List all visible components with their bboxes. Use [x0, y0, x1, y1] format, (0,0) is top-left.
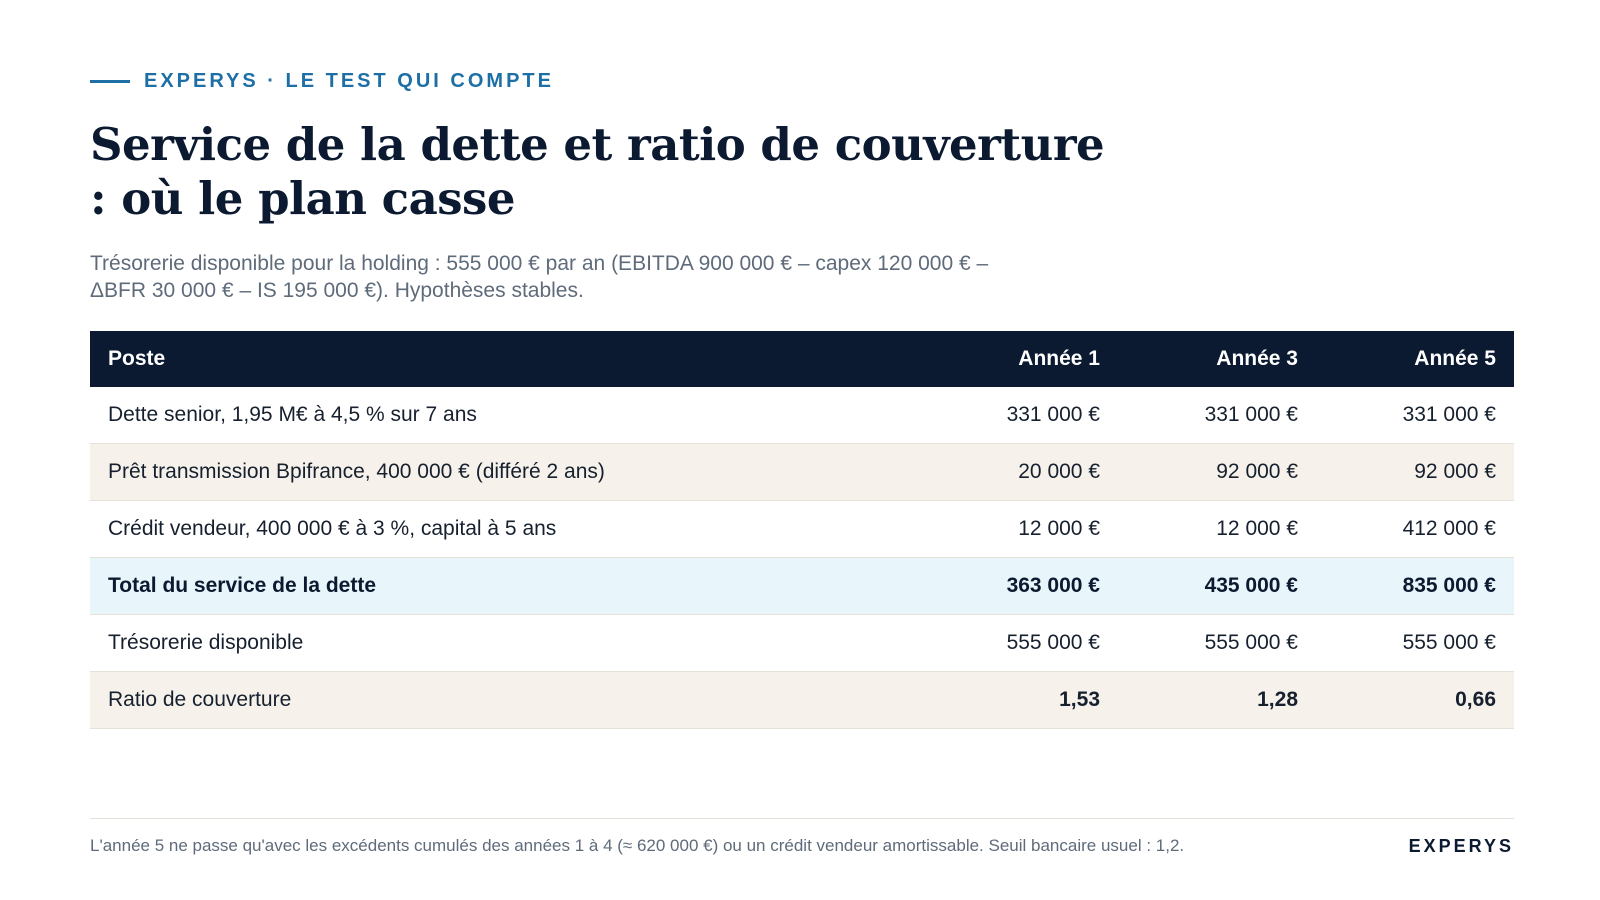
row-label: Dette senior, 1,95 M€ à 4,5 % sur 7 ans: [90, 387, 920, 444]
cell-annee-5: 555 000 €: [1316, 614, 1514, 672]
cell-annee-3: 331 000 €: [1118, 387, 1316, 444]
cell-annee-1: 363 000 €: [920, 557, 1118, 615]
eyebrow-rule: [90, 80, 130, 83]
eyebrow-text: EXPERYS · LE TEST QUI COMPTE: [144, 70, 554, 92]
cell-annee-1: 331 000 €: [920, 387, 1118, 444]
cell-annee-5: 412 000 €: [1316, 500, 1514, 558]
brand-logo: EXPERYS: [1408, 836, 1514, 856]
table-row-dette-senior: Dette senior, 1,95 M€ à 4,5 % sur 7 ans …: [90, 387, 1514, 444]
debt-service-table: Poste Année 1 Année 3 Année 5 Dette seni…: [90, 331, 1514, 729]
table-header-row: Poste Année 1 Année 3 Année 5: [90, 331, 1514, 387]
page-title: Service de la dette et ratio de couvertu…: [90, 118, 1105, 225]
page-subtitle: Trésorerie disponible pour la holding : …: [90, 252, 989, 302]
row-label: Prêt transmission Bpifrance, 400 000 € (…: [90, 443, 920, 501]
ratio-annee-1: 1,53: [920, 671, 1118, 729]
ratio-annee-5: 0,66: [1316, 671, 1514, 729]
footer-divider: [90, 818, 1514, 819]
footnote: L'année 5 ne passe qu'avec les excédents…: [90, 836, 1185, 855]
slide: EXPERYS · LE TEST QUI COMPTE Service de …: [90, 0, 1514, 900]
cell-annee-3: 92 000 €: [1118, 443, 1316, 501]
table-row-credit-vendeur: Crédit vendeur, 400 000 € à 3 %, capital…: [90, 500, 1514, 558]
cell-annee-3: 12 000 €: [1118, 500, 1316, 558]
table-row-pret-bpifrance: Prêt transmission Bpifrance, 400 000 € (…: [90, 443, 1514, 501]
eyebrow: EXPERYS · LE TEST QUI COMPTE: [90, 70, 554, 93]
row-label: Total du service de la dette: [90, 557, 920, 615]
table-row-total-service: Total du service de la dette 363 000 € 4…: [90, 557, 1514, 615]
cell-annee-3: 435 000 €: [1118, 557, 1316, 615]
table-row-ratio-couverture: Ratio de couverture 1,53 1,28 0,66: [90, 671, 1514, 729]
table-row-tresorerie: Trésorerie disponible 555 000 € 555 000 …: [90, 614, 1514, 672]
ratio-annee-3: 1,28: [1118, 671, 1316, 729]
row-label: Crédit vendeur, 400 000 € à 3 %, capital…: [90, 500, 920, 558]
cell-annee-1: 20 000 €: [920, 443, 1118, 501]
cell-annee-5: 331 000 €: [1316, 387, 1514, 444]
column-header-annee-5: Année 5: [1414, 347, 1496, 370]
cell-annee-5: 92 000 €: [1316, 443, 1514, 501]
row-label: Trésorerie disponible: [90, 614, 920, 672]
cell-annee-1: 555 000 €: [920, 614, 1118, 672]
column-header-annee-3: Année 3: [1216, 347, 1298, 370]
row-label: Ratio de couverture: [90, 671, 920, 729]
column-header-annee-1: Année 1: [1018, 347, 1100, 370]
cell-annee-1: 12 000 €: [920, 500, 1118, 558]
cell-annee-5: 835 000 €: [1316, 557, 1514, 615]
column-header-poste: Poste: [108, 347, 166, 370]
cell-annee-3: 555 000 €: [1118, 614, 1316, 672]
